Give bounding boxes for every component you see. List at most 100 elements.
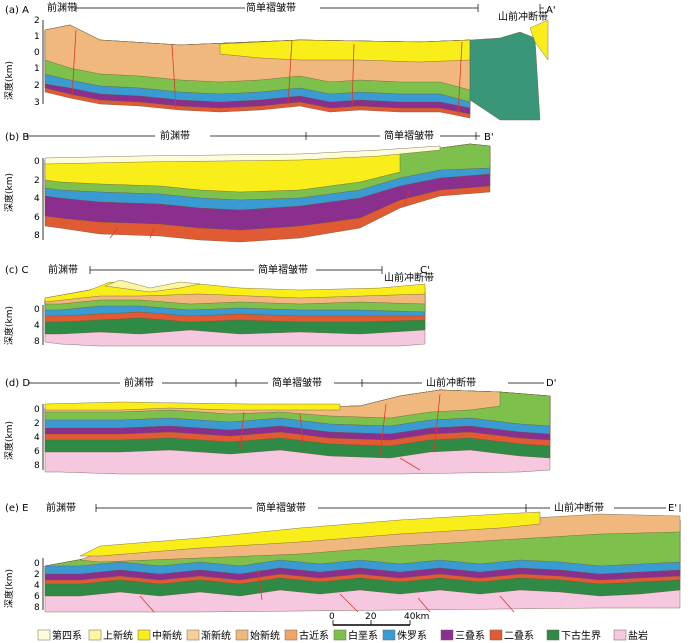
legend-item-jurassic: 侏罗系 (382, 629, 427, 642)
section-b-zone-markers (26, 132, 480, 140)
section-b-tick: 8 (34, 231, 40, 241)
scale-mid: 20 (365, 612, 377, 622)
scale-bar: 0 20 40km (329, 612, 429, 626)
section-c-layers (44, 279, 426, 347)
legend-swatch (186, 629, 200, 641)
section-c-end-label: C' (420, 265, 430, 276)
legend-label: 第四系 (52, 629, 82, 642)
legend-label: 白垩系 (348, 629, 378, 642)
section-a-layers (44, 19, 549, 121)
section-b-faults (109, 189, 411, 239)
section-e-depth-axis: 0 2 4 6 8 (34, 558, 44, 613)
section-b-tick: 4 (34, 194, 40, 204)
legend: 第四系 上新统 中新统 渐新统 始新统 古近系 白垩系 侏罗系 (37, 629, 648, 642)
legend-item-paleogene: 古近系 (284, 629, 329, 642)
legend-swatch (88, 629, 102, 641)
section-a-end-label: A' (546, 5, 556, 16)
section-a-tick: 2 (34, 81, 40, 91)
legend-label: 始新统 (250, 629, 280, 642)
section-a-zone-fold: 简单褶皱带 (246, 1, 296, 14)
section-c-layer-pliocene (104, 279, 201, 293)
section-e-layer-miocene (79, 511, 541, 557)
section-c-letter: (c) C (5, 265, 28, 276)
section-b-layers (44, 143, 491, 243)
section-a-thrust-block (469, 31, 541, 121)
section-b-depth-label: 深度(km) (3, 173, 15, 212)
section-c-depth-label: 深度(km) (3, 306, 15, 345)
legend-item-lower-paleozoic: 下古生界 (546, 629, 601, 642)
legend-label: 上新统 (103, 629, 133, 642)
section-c-tick: 8 (34, 337, 40, 347)
section-d-tick: 4 (34, 433, 40, 443)
section-d-zone-thrust: 山前冲断带 (426, 376, 476, 389)
legend-item-miocene: 中新统 (137, 629, 182, 642)
section-d-layers (44, 389, 551, 475)
section-e-faults (139, 569, 515, 613)
section-d: (d) D 前渊带 简单褶皱带 山前冲断带 D' 深度(km) 0 2 4 6 … (3, 376, 556, 475)
section-e-tick: 8 (34, 603, 40, 613)
legend-item-quaternary: 第四系 (37, 629, 82, 642)
section-d-zone-foredeep: 前渊带 (124, 376, 154, 389)
section-c-zone-fold: 简单褶皱带 (258, 263, 308, 276)
section-e-layers (44, 511, 681, 613)
section-d-depth-axis: 0 2 4 6 8 (34, 404, 44, 471)
section-a-depth-label: 深度(km) (3, 61, 15, 100)
section-a-depth-axis: 2 1 0 1 2 3 (34, 16, 44, 108)
section-e-zone-thrust: 山前冲断带 (554, 501, 604, 514)
section-c-tick: 0 (34, 305, 40, 315)
section-c-zone-foredeep: 前渊带 (48, 263, 78, 276)
legend-swatch (382, 629, 396, 641)
section-b-tick: 6 (34, 213, 40, 223)
section-e-zone-markers (95, 504, 681, 512)
section-a-letter: (a) A (5, 5, 29, 16)
section-d-tick: 2 (34, 419, 40, 429)
legend-swatch (37, 629, 51, 641)
legend-label: 下古生界 (561, 629, 601, 642)
section-c-zone-thrust: 山前冲断带 (384, 271, 434, 284)
section-d-faults (239, 393, 441, 471)
legend-label: 中新统 (152, 629, 182, 642)
section-a: (a) A 前渊带 简单褶皱带 山前冲断带 A' 深度(km) 2 1 0 1 … (3, 1, 556, 121)
section-e-tick: 0 (34, 559, 40, 569)
section-a-faults (71, 29, 463, 115)
section-b-tick: 2 (34, 176, 40, 186)
section-a-tick: 0 (34, 48, 40, 58)
legend-label: 古近系 (299, 629, 329, 642)
section-b-zone-foredeep: 前渊带 (160, 129, 190, 142)
legend-label: 三叠系 (455, 630, 485, 642)
section-a-tick: 1 (34, 32, 40, 42)
section-a-layer-miocene (219, 39, 471, 63)
legend-label: 盐岩 (628, 629, 648, 642)
legend-swatch (546, 629, 560, 641)
section-e-tick: 2 (34, 570, 40, 580)
section-d-tick: 8 (34, 461, 40, 471)
legend-item-cretaceous: 白垩系 (333, 629, 378, 642)
section-b-layer-quaternary (44, 145, 441, 165)
section-b-zone-fold: 简单褶皱带 (384, 129, 434, 142)
section-e-end-label: E' (668, 503, 677, 514)
legend-item-pliocene: 上新统 (88, 629, 133, 642)
section-a-zone-markers (75, 4, 544, 12)
section-a-tick: 1 (34, 64, 40, 74)
section-b-depth-axis: 0 2 4 6 8 (34, 157, 44, 241)
section-e-letter: (e) E (5, 503, 28, 514)
section-c-depth-axis: 0 4 8 (34, 305, 44, 347)
section-b-letter: (b) B (5, 132, 29, 143)
section-d-depth-label: 深度(km) (3, 421, 15, 460)
legend-label: 侏罗系 (397, 630, 427, 642)
section-e-tick: 6 (34, 592, 40, 602)
section-c-tick: 4 (34, 321, 40, 331)
section-a-tick: 3 (34, 98, 40, 108)
section-e-zone-fold: 简单褶皱带 (256, 501, 306, 514)
section-c-zone-markers (89, 266, 383, 274)
legend-swatch (284, 629, 298, 641)
section-a-upper-miocene (529, 19, 549, 61)
legend-swatch (333, 629, 347, 641)
section-e-tick: 4 (34, 581, 40, 591)
legend-item-permian: 二叠系 (489, 629, 534, 642)
section-b-end-label: B' (484, 132, 494, 143)
legend-label: 二叠系 (504, 630, 534, 642)
section-d-letter: (d) D (5, 378, 30, 389)
section-d-zone-fold: 简单褶皱带 (272, 376, 322, 389)
